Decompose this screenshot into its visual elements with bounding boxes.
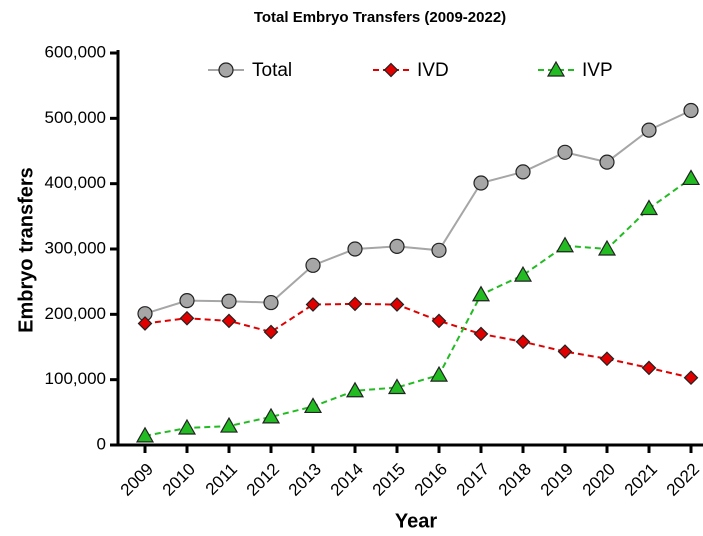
data-point	[221, 293, 237, 309]
x-tick-label: 2009	[117, 460, 157, 500]
data-point	[221, 313, 237, 329]
data-point	[263, 324, 279, 340]
x-axis-label: Year	[395, 510, 437, 532]
data-point	[429, 365, 449, 382]
data-point	[639, 199, 659, 216]
data-point	[599, 351, 615, 367]
data-point	[557, 344, 573, 359]
data-point	[431, 242, 447, 258]
x-tick-label: 2019	[537, 460, 577, 500]
data-point	[681, 169, 701, 186]
legend-marker	[546, 60, 566, 77]
data-point	[597, 239, 617, 256]
chart-title: Total Embryo Transfers (2009-2022)	[254, 9, 506, 26]
data-point	[513, 265, 533, 282]
data-point	[219, 416, 239, 433]
data-point	[305, 297, 321, 312]
y-tick-label: 400,000	[45, 173, 106, 192]
y-tick-label: 600,000	[45, 42, 106, 61]
x-tick-label: 2015	[369, 460, 409, 500]
data-point	[387, 378, 407, 395]
data-point	[473, 326, 489, 342]
x-tick-label: 2018	[495, 460, 535, 500]
data-point	[263, 294, 279, 311]
data-point	[641, 122, 657, 138]
x-tick-label: 2020	[579, 460, 619, 500]
data-point	[555, 236, 575, 253]
data-point	[471, 285, 491, 302]
data-point	[599, 154, 615, 170]
data-point	[179, 310, 195, 326]
data-point	[137, 316, 153, 331]
y-tick-label: 300,000	[45, 238, 106, 257]
x-tick-label: 2022	[663, 460, 703, 500]
x-tick-label: 2014	[327, 460, 367, 500]
y-axis-label: Embryo transfers	[15, 167, 37, 333]
data-point	[683, 370, 699, 386]
legend-marker	[383, 62, 399, 78]
y-tick-label: 200,000	[45, 304, 106, 323]
series-line	[144, 177, 692, 437]
data-point	[389, 297, 405, 312]
data-point	[303, 397, 323, 414]
x-tick-label: 2017	[453, 460, 493, 500]
x-tick-label: 2010	[159, 460, 199, 500]
data-point	[177, 418, 197, 435]
legend-marker	[218, 62, 234, 78]
x-tick-label: 2013	[285, 460, 325, 500]
data-point	[515, 334, 531, 350]
data-point	[515, 164, 531, 180]
y-tick-label: 100,000	[45, 369, 106, 388]
data-point	[389, 238, 405, 254]
x-tick-label: 2011	[202, 460, 241, 499]
data-point	[305, 257, 321, 273]
y-tick-label: 0	[97, 434, 106, 453]
data-point	[347, 241, 363, 257]
data-point	[261, 407, 281, 424]
data-point	[641, 360, 657, 376]
x-tick-label: 2012	[243, 460, 283, 500]
x-tick-label: 2016	[411, 460, 451, 500]
legend-label: IVP	[582, 60, 613, 81]
data-point	[683, 102, 699, 119]
data-point	[345, 381, 365, 398]
series-line	[144, 302, 692, 379]
data-point	[473, 175, 489, 191]
data-point	[431, 313, 447, 329]
legend-label: Total	[252, 60, 292, 81]
legend-label: IVD	[417, 60, 449, 81]
data-point	[557, 144, 573, 160]
x-tick-label: 2021	[621, 460, 661, 500]
data-point	[135, 426, 155, 443]
y-tick-label: 500,000	[45, 108, 106, 127]
data-point	[347, 296, 363, 312]
series-line	[144, 109, 692, 315]
data-point	[179, 293, 195, 309]
